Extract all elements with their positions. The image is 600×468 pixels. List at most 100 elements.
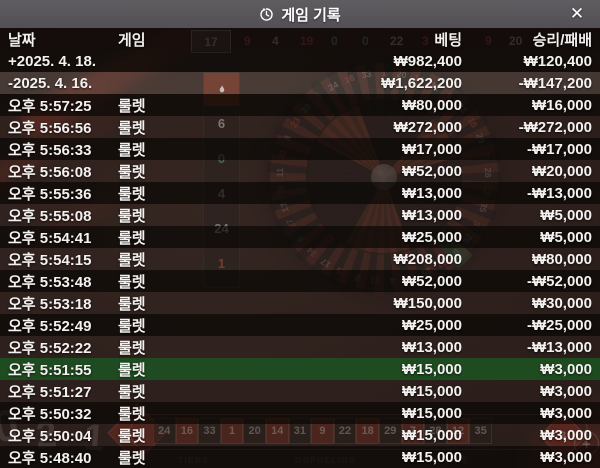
game-cell: 룰렛	[118, 383, 146, 401]
bet-cell: ₩1,622,200	[381, 74, 462, 92]
game-cell: 룰렛	[118, 295, 146, 313]
result-cell: -₩272,000	[518, 118, 592, 136]
date-cell: 오후 5:51:27	[8, 383, 92, 401]
bet-cell: ₩15,000	[401, 404, 462, 422]
game-cell: 룰렛	[118, 97, 146, 115]
racetrack-number-cell: 14	[265, 418, 289, 444]
hot-number: 1	[217, 256, 226, 271]
racetrack-number-cell: 35	[469, 418, 492, 444]
date-cell: +2025. 4. 18.	[8, 52, 96, 70]
history-table-row[interactable]: 오후 5:53:48 룰렛 ₩52,000 -₩52,000	[0, 270, 600, 292]
column-header-result: 승리/패배	[532, 31, 592, 49]
bet-cell: ₩15,000	[401, 382, 462, 400]
history-table-row[interactable]: 오후 5:50:04 룰렛 ₩15,000 ₩3,000	[0, 424, 600, 446]
game-cell: 룰렛	[118, 361, 146, 379]
result-cell: -₩52,000	[526, 272, 592, 290]
date-cell: 오후 5:50:04	[8, 427, 92, 445]
date-cell: 오후 5:51:55	[8, 361, 92, 379]
bet-cell: ₩208,000	[393, 250, 462, 268]
history-table-row[interactable]: 오후 5:55:36 룰렛 ₩13,000 -₩13,000	[0, 182, 600, 204]
modal-titlebar: 게임 기록 ✕	[0, 0, 600, 28]
result-cell: ₩80,000	[531, 250, 592, 268]
game-cell: 룰렛	[118, 251, 146, 269]
game-cell: 룰렛	[118, 163, 146, 181]
date-cell: 오후 5:55:08	[8, 207, 92, 225]
game-cell: 룰렛	[118, 339, 146, 357]
column-header-bet: 베팅	[434, 31, 462, 49]
history-table-row[interactable]: 오후 5:52:22 룰렛 ₩13,000 -₩13,000	[0, 336, 600, 358]
racetrack-number-cell: 12	[446, 418, 470, 444]
history-table-row[interactable]: 오후 5:57:25 룰렛 ₩80,000 ₩16,000	[0, 94, 600, 116]
result-cell: ₩5,000	[540, 228, 592, 246]
date-cell: 오후 5:54:15	[8, 251, 92, 269]
hot-number: 6	[217, 116, 226, 131]
history-table-row[interactable]: 오후 5:51:55 룰렛 ₩15,000 ₩3,000	[0, 358, 600, 380]
game-cell: 룰렛	[118, 141, 146, 159]
result-cell: ₩30,000	[531, 294, 592, 312]
result-cell: ₩3,000	[540, 426, 592, 444]
result-cell: -₩13,000	[526, 184, 592, 202]
history-table-row[interactable]: 오후 5:56:33 룰렛 ₩17,000 -₩17,000	[0, 138, 600, 160]
bet-cell: ₩150,000	[393, 294, 462, 312]
wheel-number: 1	[381, 68, 387, 78]
result-cell: ₩3,000	[540, 382, 592, 400]
date-cell: 오후 5:52:49	[8, 317, 92, 335]
bet-cell: ₩15,000	[401, 448, 462, 466]
history-rows: +2025. 4. 18. ₩982,400 ₩120,400 -2025. 4. 1…	[0, 50, 600, 468]
date-cell: 오후 5:53:18	[8, 295, 92, 313]
date-cell: 오후 5:54:41	[8, 229, 92, 247]
game-cell: 룰렛	[118, 449, 146, 467]
result-cell: ₩3,000	[540, 448, 592, 466]
result-cell: ₩5,000	[540, 206, 592, 224]
plus-glyph: +	[582, 435, 591, 452]
table-header-row: 날짜 게임 베팅 승리/패배	[0, 28, 600, 50]
history-table-row[interactable]: 오후 5:56:08 룰렛 ₩52,000 ₩20,000	[0, 160, 600, 182]
history-group-row[interactable]: -2025. 4. 16. ₩1,622,200 -₩147,200	[0, 72, 600, 94]
history-icon	[259, 7, 274, 22]
game-cell: 룰렛	[118, 427, 146, 445]
history-table-row[interactable]: 오후 5:54:15 룰렛 ₩208,000 ₩80,000	[0, 248, 600, 270]
result-cell: ₩20,000	[531, 162, 592, 180]
result-cell: -₩13,000	[526, 338, 592, 356]
game-cell: 룰렛	[118, 229, 146, 247]
date-cell: 오후 5:56:08	[8, 163, 92, 181]
bet-cell: ₩15,000	[401, 426, 462, 444]
date-cell: 오후 5:57:25	[8, 97, 92, 115]
history-table-row[interactable]: 오후 5:52:49 룰렛 ₩25,000 -₩25,000	[0, 314, 600, 336]
game-cell: 룰렛	[118, 185, 146, 203]
history-table-row[interactable]: 오후 5:48:40 룰렛 ₩15,000 ₩3,000	[0, 446, 600, 468]
date-cell: 오후 5:52:22	[8, 339, 92, 357]
game-cell: 룰렛	[118, 317, 146, 335]
history-group-row[interactable]: +2025. 4. 18. ₩982,400 ₩120,400	[0, 50, 600, 72]
column-header-game: 게임	[118, 31, 146, 49]
result-cell: ₩16,000	[531, 96, 592, 114]
history-table-row[interactable]: 오후 5:54:41 룰렛 ₩25,000 ₩5,000	[0, 226, 600, 248]
bet-cell: ₩272,000	[393, 118, 462, 136]
date-cell: 오후 5:53:48	[8, 273, 92, 291]
racetrack-number-cell: 29	[378, 418, 402, 444]
bet-cell: ₩982,400	[393, 52, 462, 70]
history-table-row[interactable]: 오후 5:50:32 룰렛 ₩15,000 ₩3,000	[0, 402, 600, 424]
result-cell: -₩17,000	[526, 140, 592, 158]
history-table-row[interactable]: 오후 5:55:08 룰렛 ₩13,000 ₩5,000	[0, 204, 600, 226]
bet-cell: ₩25,000	[401, 316, 462, 334]
date-cell: 오후 5:56:33	[8, 141, 92, 159]
bet-cell: ₩17,000	[401, 140, 462, 158]
history-table-row[interactable]: 오후 5:51:27 룰렛 ₩15,000 ₩3,000	[0, 380, 600, 402]
date-cell: 오후 5:55:36	[8, 185, 92, 203]
date-cell: 오후 5:48:40	[8, 449, 92, 467]
close-icon[interactable]: ✕	[569, 4, 585, 23]
history-table-row[interactable]: 오후 5:56:56 룰렛 ₩272,000 -₩272,000	[0, 116, 600, 138]
bet-cell: ₩13,000	[401, 206, 462, 224]
bet-cell: ₩52,000	[401, 162, 462, 180]
racetrack-number-cell: 28	[424, 418, 447, 444]
result-cell: ₩3,000	[540, 404, 592, 422]
bet-cell: ₩80,000	[401, 96, 462, 114]
racetrack-number-cell: 24	[153, 418, 176, 444]
result-cell: -₩147,200	[518, 74, 592, 92]
game-cell: 룰렛	[118, 405, 146, 423]
history-table-row[interactable]: 오후 5:53:18 룰렛 ₩150,000 ₩30,000	[0, 292, 600, 314]
modal-title: 게임 기록	[281, 6, 341, 24]
racetrack-numbers: 24 16 33 1 20 14 31 9 22 18 29 7 28 12 35	[153, 418, 492, 444]
